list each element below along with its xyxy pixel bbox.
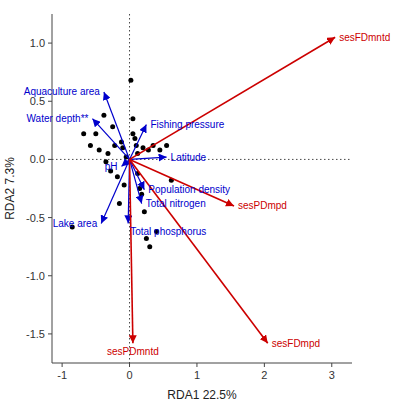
x-axis-label: RDA1 22.5%: [167, 388, 237, 402]
point: [132, 136, 137, 141]
x-tick-label: 2: [261, 369, 267, 381]
point: [93, 131, 98, 136]
y-axis-label: RDA2 7.3%: [3, 157, 17, 220]
plot-area: [52, 14, 352, 363]
chart: -10123-1.5-1.0-0.50.00.51.0RDA1 22.5%RDA…: [0, 0, 420, 409]
x-tick: [331, 363, 332, 367]
arrow: [130, 159, 268, 343]
x-tick-label: 1: [194, 369, 200, 381]
point: [130, 131, 135, 136]
arrow-label: Total nitrogen: [146, 198, 206, 209]
point: [105, 151, 110, 156]
arrow-label: sesPDmpd: [238, 200, 287, 211]
arrow: [104, 92, 130, 159]
arrow-label: sesPDmntd: [107, 346, 159, 357]
y-tick-label: 0.0: [30, 153, 45, 165]
point: [97, 148, 102, 153]
arrow-label: Aquaculture area: [24, 86, 101, 97]
point: [122, 183, 127, 188]
arrow-label: Total phosphorus: [130, 226, 206, 237]
x-tick-label: 0: [126, 369, 132, 381]
arrow-label: Latitude: [171, 152, 207, 163]
arrow-label: Population density: [148, 184, 230, 195]
y-tick: [48, 275, 52, 276]
point: [117, 201, 122, 206]
y-tick: [48, 159, 52, 160]
arrow: [130, 37, 336, 159]
labels: Aquaculture area Water depth** Fishing pre…: [24, 32, 391, 357]
point: [88, 143, 93, 148]
arrow-label: Fishing pressure: [150, 119, 224, 130]
arrow: [101, 159, 129, 223]
arrows: [130, 37, 336, 343]
point: [110, 124, 115, 129]
x-tick: [129, 363, 130, 367]
x-tick: [264, 363, 265, 367]
point: [142, 209, 147, 214]
x-tick: [196, 363, 197, 367]
arrow: [130, 159, 133, 343]
y-tick: [48, 217, 52, 218]
y-tick-label: -0.5: [26, 212, 45, 224]
y-tick: [48, 43, 52, 44]
arrow: [130, 157, 167, 159]
arrow: [92, 119, 129, 160]
x-tick: [62, 363, 63, 367]
point: [147, 244, 152, 249]
point: [128, 78, 133, 83]
y-tick-label: -1.5: [26, 328, 45, 340]
y-axis-line: [52, 14, 53, 363]
arrow-label: pH: [105, 161, 118, 172]
point: [157, 148, 162, 153]
y-tick-label: 1.0: [30, 37, 45, 49]
x-tick-label: 3: [329, 369, 335, 381]
point: [101, 113, 106, 118]
x-axis-line: [52, 363, 352, 364]
y-tick-label: -1.0: [26, 270, 45, 282]
arrow-label: Lake area: [53, 218, 98, 229]
arrow-label: sesFDmntd: [339, 32, 390, 43]
point: [164, 143, 169, 148]
arrow: [130, 159, 142, 203]
point: [81, 131, 86, 136]
arrow-label: Water depth**: [27, 113, 89, 124]
point: [115, 174, 120, 179]
x-tick-label: -1: [57, 369, 67, 381]
y-tick: [48, 101, 52, 102]
arrow-label: sesFDmpd: [272, 338, 320, 349]
y-tick: [48, 333, 52, 334]
point: [130, 116, 135, 121]
